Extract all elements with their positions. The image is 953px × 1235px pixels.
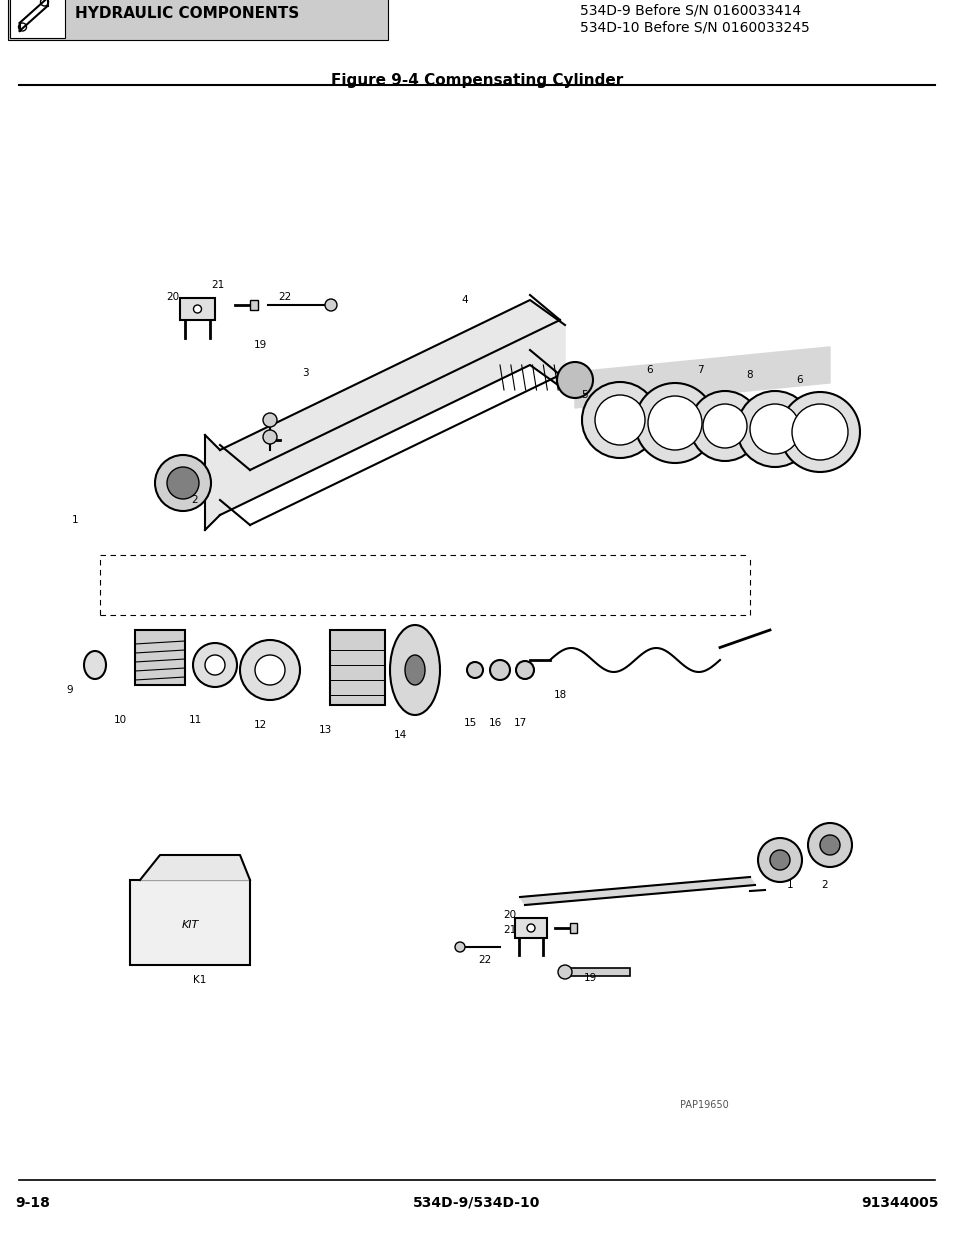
Circle shape <box>193 305 201 312</box>
Bar <box>330 630 385 705</box>
Bar <box>250 300 257 310</box>
Circle shape <box>737 391 812 467</box>
Circle shape <box>154 454 211 511</box>
Text: 8: 8 <box>746 370 753 380</box>
Text: 1: 1 <box>786 881 793 890</box>
Circle shape <box>557 362 593 398</box>
Text: K1: K1 <box>193 974 207 986</box>
Text: 21: 21 <box>212 280 224 290</box>
Circle shape <box>595 395 644 445</box>
Circle shape <box>581 382 658 458</box>
Text: 534D-9/534D-10: 534D-9/534D-10 <box>413 1195 540 1210</box>
Bar <box>8 0 388 40</box>
Bar <box>135 630 185 685</box>
Text: 20: 20 <box>503 910 516 920</box>
Text: 17: 17 <box>513 718 526 727</box>
Circle shape <box>689 391 760 461</box>
Circle shape <box>516 661 534 679</box>
Text: 534D-10 Before S/N 0160033245: 534D-10 Before S/N 0160033245 <box>579 20 809 35</box>
Bar <box>180 298 214 320</box>
Circle shape <box>820 835 840 855</box>
Text: 10: 10 <box>113 715 127 725</box>
Text: 1: 1 <box>71 515 78 525</box>
Text: 19: 19 <box>253 340 266 350</box>
Text: 5: 5 <box>581 390 588 400</box>
Text: 6: 6 <box>646 366 653 375</box>
Circle shape <box>325 299 336 311</box>
Circle shape <box>635 383 714 463</box>
Text: 22: 22 <box>477 955 491 965</box>
Text: HYDRAULIC COMPONENTS: HYDRAULIC COMPONENTS <box>75 5 299 21</box>
Text: 9: 9 <box>67 685 73 695</box>
Circle shape <box>807 823 851 867</box>
Bar <box>569 923 577 932</box>
Polygon shape <box>519 877 754 905</box>
Circle shape <box>263 430 276 445</box>
Text: 20: 20 <box>166 291 179 303</box>
Circle shape <box>467 662 482 678</box>
Text: 15: 15 <box>463 718 476 727</box>
Circle shape <box>526 924 535 932</box>
Polygon shape <box>220 300 564 515</box>
Ellipse shape <box>84 651 106 679</box>
Circle shape <box>647 396 701 450</box>
Text: 11: 11 <box>188 715 201 725</box>
Circle shape <box>240 640 299 700</box>
Circle shape <box>749 404 800 454</box>
Bar <box>569 968 629 976</box>
Polygon shape <box>140 855 250 881</box>
Circle shape <box>205 655 225 676</box>
Text: Figure 9-4 Compensating Cylinder: Figure 9-4 Compensating Cylinder <box>331 73 622 88</box>
Text: 14: 14 <box>393 730 406 740</box>
Text: 21: 21 <box>503 925 517 935</box>
Circle shape <box>193 643 236 687</box>
Text: 4: 4 <box>461 295 468 305</box>
Text: 534D-9 Before S/N 0160033414: 534D-9 Before S/N 0160033414 <box>579 2 801 17</box>
Bar <box>10 0 65 38</box>
Text: 12: 12 <box>253 720 266 730</box>
Text: 91344005: 91344005 <box>861 1195 938 1210</box>
Polygon shape <box>575 347 829 408</box>
Circle shape <box>769 850 789 869</box>
Text: 3: 3 <box>301 368 308 378</box>
Text: 6: 6 <box>796 375 802 385</box>
Circle shape <box>490 659 510 680</box>
Text: 22: 22 <box>278 291 292 303</box>
Text: KIT: KIT <box>181 920 198 930</box>
Ellipse shape <box>405 655 424 685</box>
Ellipse shape <box>390 625 439 715</box>
Text: 9-18: 9-18 <box>15 1195 50 1210</box>
Bar <box>130 881 250 965</box>
Circle shape <box>758 839 801 882</box>
Circle shape <box>263 412 276 427</box>
Polygon shape <box>205 435 220 530</box>
Text: 18: 18 <box>553 690 566 700</box>
Circle shape <box>254 655 285 685</box>
Bar <box>515 918 546 939</box>
Text: 16: 16 <box>488 718 501 727</box>
Circle shape <box>702 404 746 448</box>
Circle shape <box>455 942 464 952</box>
Text: 7: 7 <box>696 366 702 375</box>
Circle shape <box>558 965 572 979</box>
Text: 13: 13 <box>318 725 332 735</box>
Text: 19: 19 <box>583 973 596 983</box>
Text: 2: 2 <box>821 881 827 890</box>
Text: PAP19650: PAP19650 <box>679 1100 728 1110</box>
Circle shape <box>167 467 199 499</box>
Circle shape <box>780 391 859 472</box>
Text: 2: 2 <box>192 495 198 505</box>
Circle shape <box>791 404 847 459</box>
